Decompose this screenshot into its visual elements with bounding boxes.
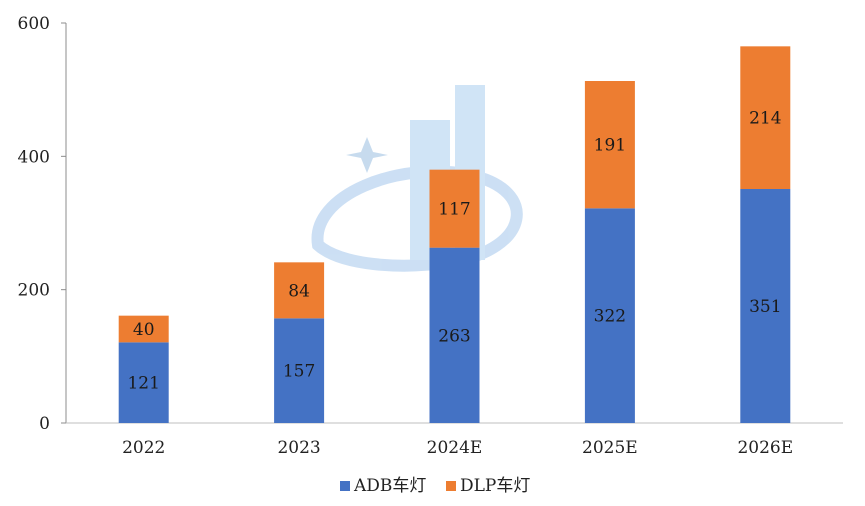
bar-segment-dlp bbox=[584, 81, 635, 209]
data-label: 121 bbox=[127, 374, 159, 394]
axes: 0 200 400 600 2022 2023 2024E 2025E 2026E bbox=[18, 14, 843, 458]
data-label: 117 bbox=[438, 200, 470, 220]
bar-segment-dlp bbox=[429, 169, 480, 248]
y-tick-label: 600 bbox=[18, 14, 50, 34]
data-label: 84 bbox=[288, 281, 310, 301]
data-label: 214 bbox=[749, 109, 781, 129]
bar-segment-dlp bbox=[740, 46, 791, 190]
x-tick-label: 2022 bbox=[122, 438, 165, 458]
y-tick-label: 0 bbox=[39, 414, 50, 434]
x-tick-label: 2023 bbox=[277, 438, 320, 458]
data-label: 351 bbox=[749, 297, 781, 317]
legend-swatch bbox=[446, 481, 456, 491]
data-label: 263 bbox=[438, 326, 470, 346]
legend-swatch bbox=[340, 481, 350, 491]
legend-label: DLP车灯 bbox=[460, 476, 530, 496]
bar-segment-adb bbox=[429, 247, 480, 423]
data-label: 191 bbox=[594, 136, 626, 156]
bars bbox=[118, 46, 791, 423]
bar-segment-adb bbox=[274, 318, 325, 423]
x-tick-label: 2025E bbox=[582, 438, 638, 458]
x-tick-label: 2024E bbox=[427, 438, 483, 458]
bar-segment-dlp bbox=[118, 315, 169, 343]
data-label: 322 bbox=[594, 307, 626, 327]
y-tick-label: 200 bbox=[18, 281, 50, 301]
legend-label: ADB车灯 bbox=[353, 476, 426, 496]
bar-segment-adb bbox=[740, 189, 791, 423]
bar-segment-dlp bbox=[274, 262, 325, 319]
legend: ADB车灯 DLP车灯 bbox=[340, 476, 530, 496]
y-tick-label: 400 bbox=[18, 147, 50, 167]
data-labels: 121 40 157 84 263 117 322 191 351 214 bbox=[127, 109, 781, 394]
x-tick-label: 2026E bbox=[737, 438, 793, 458]
bar-segment-adb bbox=[118, 342, 169, 423]
bar-segment-adb bbox=[584, 208, 635, 423]
watermark-logo bbox=[311, 85, 523, 272]
data-label: 157 bbox=[283, 362, 315, 382]
data-label: 40 bbox=[133, 320, 155, 340]
